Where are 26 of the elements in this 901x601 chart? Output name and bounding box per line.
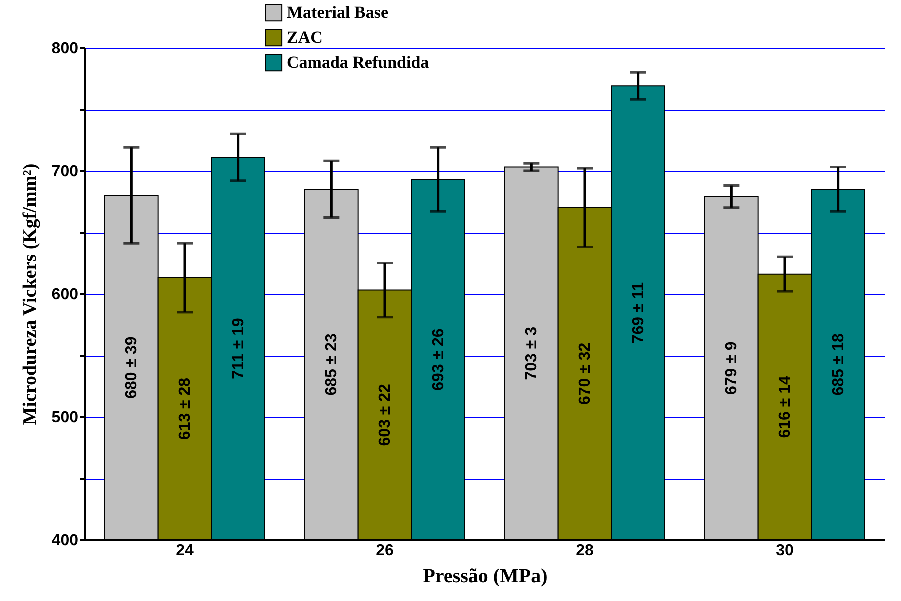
x-axis-title: Pressão (MPa): [423, 566, 548, 588]
x-tick-label: 30: [776, 542, 794, 560]
data-label: 711 ± 19: [230, 318, 248, 380]
x-tick-label: 28: [576, 542, 594, 560]
data-label: 693 ± 26: [430, 328, 448, 391]
legend-label: ZAC: [287, 28, 323, 47]
x-tick-label: 24: [176, 542, 194, 560]
data-label: 603 ± 22: [377, 384, 394, 446]
data-label: 680 ± 39: [124, 336, 141, 399]
y-tick-label: 800: [52, 40, 79, 58]
data-label: 679 ± 9: [724, 342, 741, 396]
data-label: 616 ± 14: [777, 376, 794, 438]
data-label: 685 ± 18: [830, 334, 848, 396]
y-tick-label: 500: [52, 410, 79, 426]
y-tick-label: 700: [52, 164, 79, 180]
y-axis-title: Microdureza Vickers (Kgf/mm²): [20, 164, 41, 426]
y-tick-label: 600: [52, 286, 79, 304]
legend-label: Material Base: [287, 3, 389, 22]
legend-label: Camada Refundida: [287, 53, 430, 72]
data-label: 685 ± 23: [324, 334, 341, 396]
y-tick-label: 400: [52, 532, 79, 550]
data-label: 703 ± 3: [524, 326, 541, 380]
data-label: 769 ± 11: [630, 282, 648, 344]
data-label: 613 ± 28: [177, 378, 194, 440]
data-label: 670 ± 32: [577, 342, 594, 406]
x-tick-label: 26: [376, 542, 394, 560]
